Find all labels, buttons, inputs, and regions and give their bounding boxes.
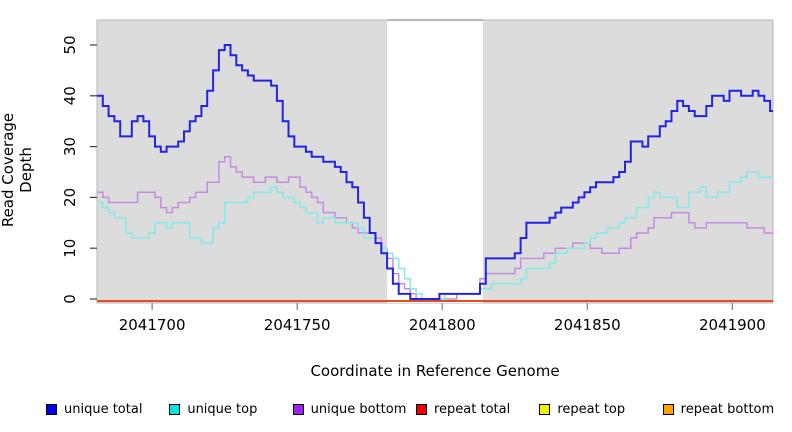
legend-item-unique-total: unique total xyxy=(46,400,169,418)
x-tick-label: 2041900 xyxy=(699,316,766,334)
series-line-unique-top xyxy=(97,171,773,300)
y-tick-label: 30 xyxy=(61,137,79,156)
x-tick-label: 2041750 xyxy=(264,316,331,334)
legend-swatch-unique-top xyxy=(169,403,181,415)
legend-item-unique-top: unique top xyxy=(169,400,292,418)
series-line-unique-total xyxy=(97,44,773,300)
y-tick-label: 10 xyxy=(61,239,79,258)
coverage-gap-band xyxy=(387,19,483,303)
legend-swatch-unique-total xyxy=(46,403,57,415)
legend-label: unique top xyxy=(187,401,258,417)
legend-label: unique total xyxy=(64,401,143,417)
y-tick-label: 0 xyxy=(61,294,79,304)
y-tick-label: 50 xyxy=(61,35,79,54)
x-tick-label: 2041700 xyxy=(119,316,186,334)
legend-swatch-repeat-bottom xyxy=(662,403,674,415)
x-axis-title: Coordinate in Reference Genome xyxy=(310,362,560,380)
legend-swatch-repeat-top xyxy=(539,403,551,415)
y-tick-label: 40 xyxy=(61,86,79,105)
legend-item-repeat-total: repeat total xyxy=(415,400,539,418)
x-tick-label: 2041850 xyxy=(554,316,621,334)
y-axis-title: Read Coverage Depth xyxy=(0,112,35,228)
legend-item-repeat-bottom: repeat bottom xyxy=(662,400,786,418)
x-tick-label: 2041800 xyxy=(409,316,476,334)
legend-label: repeat top xyxy=(557,401,626,417)
legend-swatch-unique-bottom xyxy=(292,403,304,415)
legend-label: repeat bottom xyxy=(680,401,775,417)
legend-label: repeat total xyxy=(433,401,511,417)
series-line-unique-bottom xyxy=(97,156,773,300)
legend-item-repeat-top: repeat top xyxy=(539,400,662,418)
y-tick-label: 20 xyxy=(61,188,79,207)
legend-label: unique bottom xyxy=(310,401,407,417)
legend-swatch-repeat-total xyxy=(415,403,427,415)
legend-item-unique-bottom: unique bottom xyxy=(292,400,416,418)
legend: unique total unique top unique bottom repea… xyxy=(46,399,786,419)
